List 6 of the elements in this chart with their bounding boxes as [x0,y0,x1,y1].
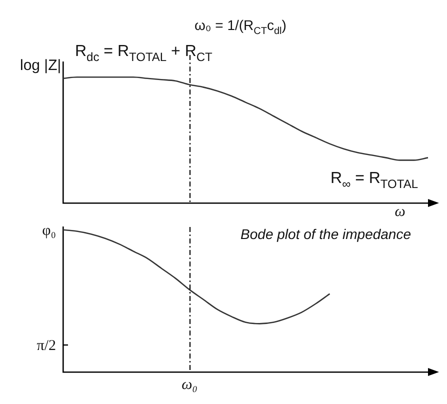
annotation: Bode plot of the impedance [240,226,412,242]
y-axis-title: log |Z| [20,57,62,74]
text: ω₀ [182,377,198,393]
text: π/2 [36,338,56,354]
text: φ₀ [42,223,56,239]
x-axis-title: ω [394,204,406,220]
